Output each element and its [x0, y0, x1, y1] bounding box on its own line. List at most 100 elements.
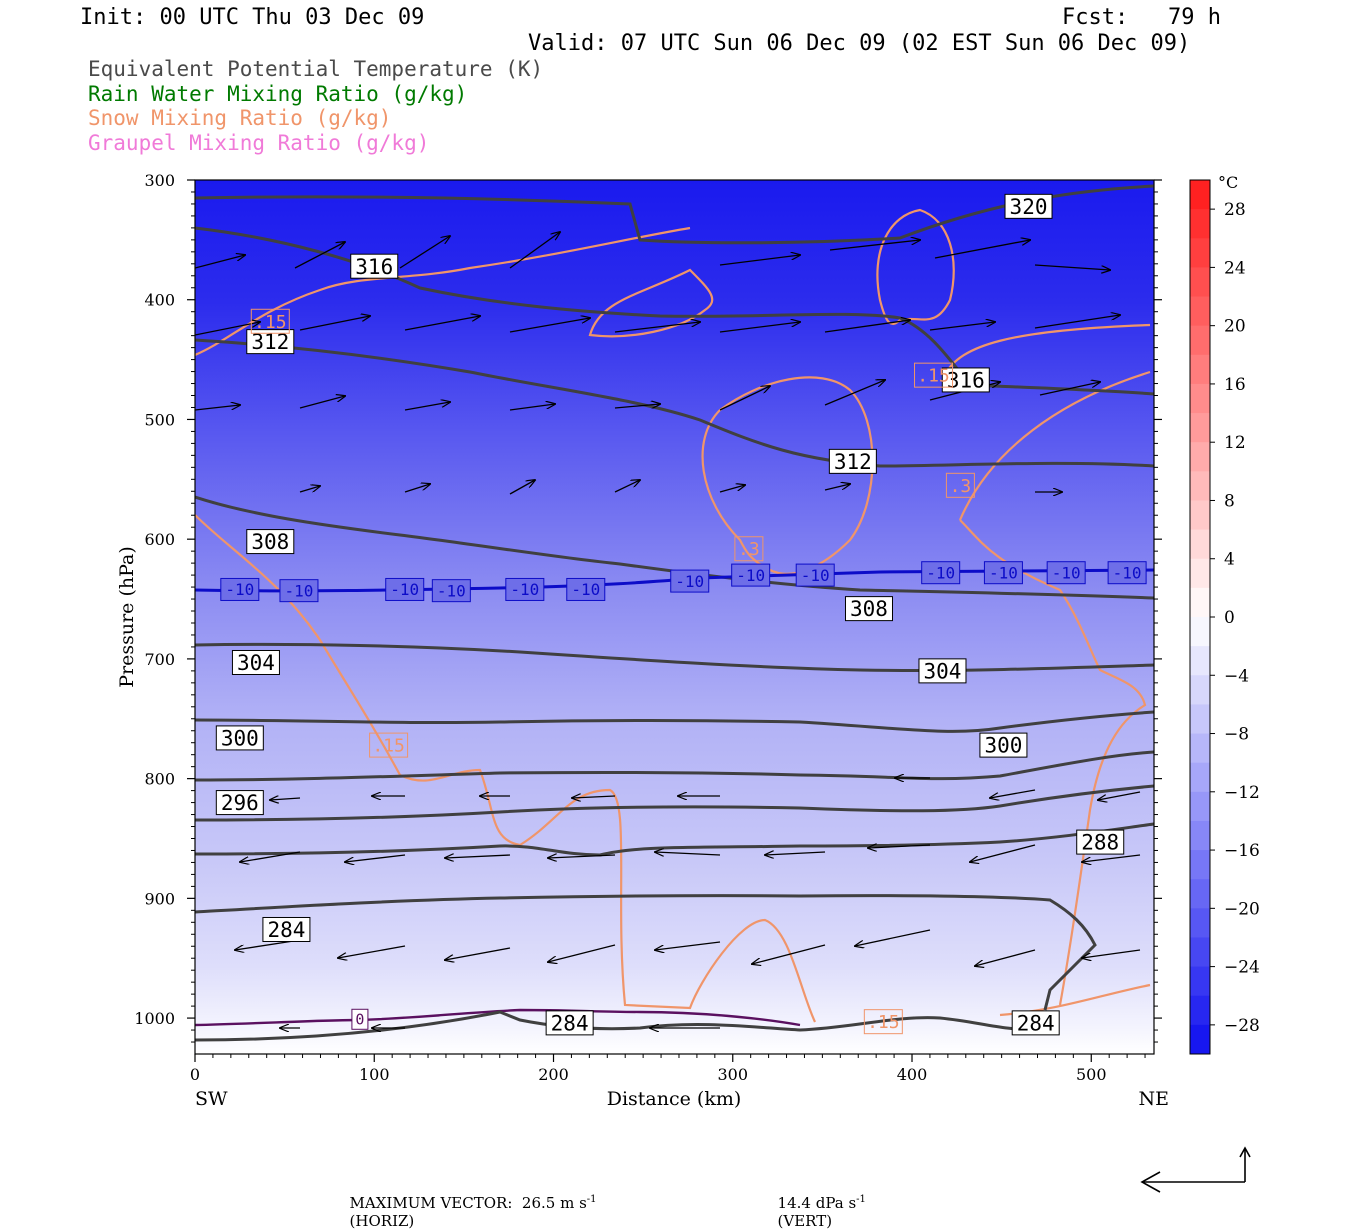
y-tick-label: 700 [144, 650, 175, 669]
theta-e-label-box [246, 529, 295, 555]
max-vector-vert: 14.4 dPa s-1 (VERT) [768, 1176, 866, 1230]
snow-label: .3 [950, 476, 972, 497]
colorbar-segment [1190, 937, 1210, 968]
isotherm-label: -10 [285, 581, 314, 600]
theta-e-label: 284 [1017, 1011, 1055, 1035]
wind-vectors [195, 232, 1141, 1028]
theta-e-label-box [231, 649, 280, 675]
init-time: Init: 00 UTC Thu 03 Dec 09 [80, 5, 425, 30]
y-tick-label: 400 [144, 291, 175, 310]
colorbar-segment [1190, 180, 1210, 210]
theta-e-label: 312 [834, 450, 872, 474]
isotherm-label-box [795, 563, 835, 587]
isotherm-label-box [279, 579, 319, 603]
snow-label: .3 [738, 539, 760, 560]
isotherm-label: -10 [437, 581, 466, 600]
colorbar-segment [1190, 850, 1210, 880]
colorbar-segment [1190, 238, 1210, 268]
isotherm-label: -10 [571, 580, 600, 599]
theta-e-label-box [215, 725, 264, 751]
theta-e-label-box [262, 916, 311, 942]
colorbar-tick-label: −28 [1224, 1016, 1260, 1036]
legend-theta-e: Equivalent Potential Temperature (K) [88, 57, 544, 81]
colorbar-segment [1190, 675, 1210, 705]
colorbar-tick-label: −24 [1224, 958, 1260, 978]
colorbar-unit: °C [1218, 173, 1238, 192]
y-tick-label: 800 [144, 770, 175, 789]
theta-e-label-box [828, 448, 877, 474]
colorbar-segment [1190, 587, 1210, 618]
snow-label: .15 [867, 1012, 900, 1033]
x-tick-label: 300 [717, 1065, 748, 1084]
colorbar-segment [1190, 966, 1210, 997]
theta-e-label: 288 [1081, 831, 1119, 855]
reference-vector-icon [1140, 1146, 1251, 1193]
x-tick-label: 200 [538, 1065, 569, 1084]
colorbar-segment [1190, 908, 1210, 938]
theta-e-label: 316 [355, 255, 393, 279]
snow-label-box [863, 1009, 903, 1035]
y-axis-title: Pressure (hPa) [116, 546, 138, 688]
isotherm-label: -10 [390, 580, 419, 599]
isotherm-label: -10 [225, 580, 254, 599]
theta-e-label-box [1011, 1010, 1060, 1036]
colorbar-segment [1190, 383, 1210, 414]
theta-e-label: 284 [551, 1011, 589, 1035]
isotherm-label: -10 [1052, 563, 1081, 582]
theta-e-label: 284 [267, 918, 305, 942]
colorbar-segment [1190, 733, 1210, 764]
colorbar-tick-label: −8 [1224, 725, 1249, 745]
vert-label: (VERT) [777, 1212, 833, 1230]
colorbar-tick-label: 4 [1224, 550, 1235, 570]
colorbar-segment [1190, 617, 1210, 647]
temperature-shading [195, 180, 1154, 1054]
y-tick-label: 300 [144, 171, 175, 190]
theta-e-label: 296 [221, 791, 259, 815]
theta-e-label-box [545, 1010, 594, 1036]
snow-label: .15 [254, 312, 287, 333]
vert-value: 14.4 dPa s [777, 1194, 857, 1212]
theta-e-label-box [215, 790, 264, 816]
legend-snow: Snow Mixing Ratio (g/kg) [88, 106, 392, 130]
isotherm-label-box [431, 579, 471, 603]
colorbar-segment [1190, 879, 1210, 909]
endpoint-sw: SW [195, 1088, 228, 1110]
theta-e-label: 320 [1010, 195, 1048, 219]
colorbar-tick-label: 8 [1224, 491, 1235, 511]
y-tick-label: 600 [144, 530, 175, 549]
colorbar-tick-label: −16 [1224, 841, 1260, 861]
colorbar-tick-label: −4 [1224, 666, 1249, 686]
theta-e-label-box [844, 596, 893, 622]
theta-e-label: 308 [251, 530, 289, 554]
theta-e-label: 304 [924, 659, 962, 683]
snow-label-box [914, 362, 954, 388]
theta-e-label: 300 [221, 726, 259, 750]
theta-e-label-box [918, 658, 967, 684]
colorbar-segment [1190, 500, 1210, 531]
colorbar-segment [1190, 529, 1210, 560]
theta-e-label: 300 [984, 734, 1022, 758]
colorbar-tick-label: 0 [1224, 608, 1235, 628]
snow-label: .15 [917, 366, 950, 387]
colorbar-segment [1190, 354, 1210, 385]
y-tick-label: 500 [144, 410, 175, 429]
y-tick-label: 900 [144, 889, 175, 908]
snow-label-box [369, 732, 409, 758]
isotherm-label: -10 [801, 566, 830, 585]
x-tick-label: 0 [190, 1065, 200, 1084]
isotherm-label-box [220, 577, 260, 601]
x-axis-title: Distance (km) [607, 1088, 742, 1110]
max-vector-horiz: MAXIMUM VECTOR: 26.5 m s-1 (HORIZ) [340, 1176, 597, 1230]
legend-rain: Rain Water Mixing Ratio (g/kg) [88, 82, 468, 106]
isotherm-label: -10 [1113, 563, 1142, 582]
isotherm-label: -10 [989, 563, 1018, 582]
colorbar-segment [1190, 209, 1210, 239]
isotherm-label: -10 [736, 566, 765, 585]
isotherm-label: -10 [510, 580, 539, 599]
isotherm-label-box [983, 561, 1023, 585]
isotherm-label: -10 [675, 572, 704, 591]
colorbar-segment [1190, 762, 1210, 793]
colorbar-segment [1190, 995, 1210, 1026]
legend-graupel: Graupel Mixing Ratio (g/kg) [88, 131, 430, 155]
